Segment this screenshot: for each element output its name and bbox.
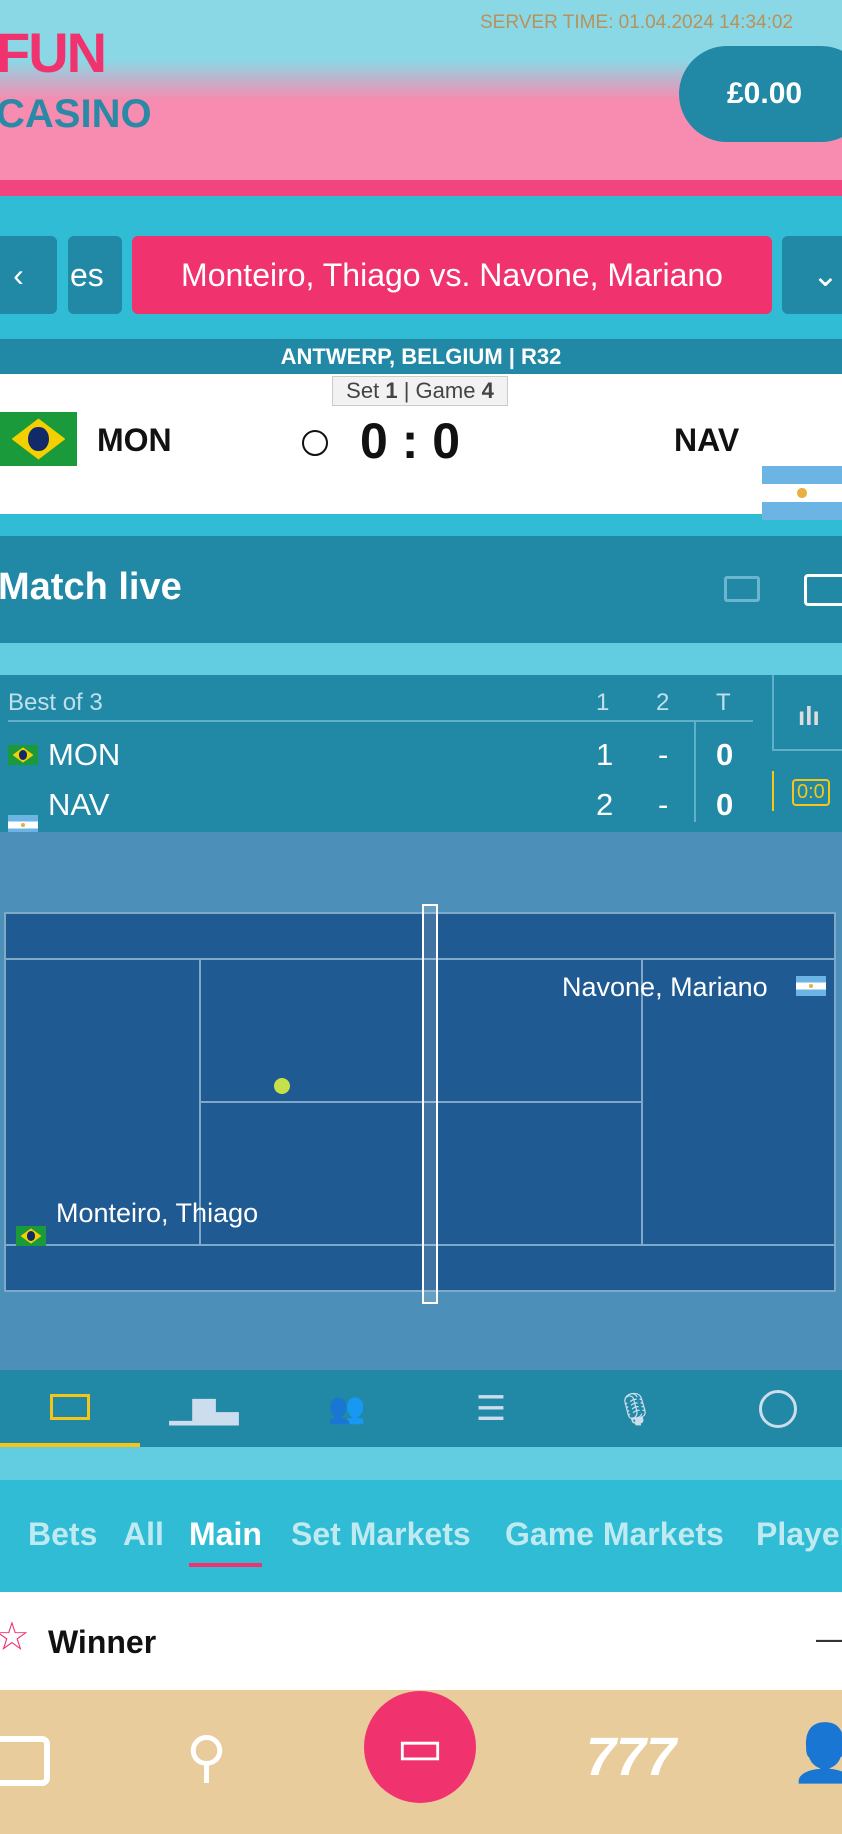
divider [0, 1447, 842, 1480]
home-abbr: MON [97, 422, 172, 458]
set-label: Set [346, 378, 380, 403]
tab-court[interactable] [0, 1370, 140, 1447]
row-total: 0 [716, 787, 734, 822]
tournament-location: ANTWERP, BELGIUM | R32 [0, 339, 842, 374]
market-tab-player[interactable]: Player [756, 1516, 842, 1552]
game-number: 4 [481, 378, 494, 403]
list-icon: ☰ [475, 1389, 507, 1428]
account-icon[interactable]: 👤 [790, 1721, 842, 1784]
row-set2: - [658, 737, 669, 772]
divider [772, 749, 842, 751]
chevron-down-icon: ⌄ [812, 257, 839, 293]
set-number: 1 [385, 378, 398, 403]
stats-icon[interactable]: ılı [798, 701, 820, 731]
home-score: 0 [360, 413, 388, 469]
game-score: 0 : 0 [360, 412, 460, 470]
match-format: Best of 3 [8, 689, 103, 716]
players-icon: 👥 [328, 1392, 366, 1425]
net [422, 904, 438, 1304]
winner-market-header[interactable]: ☆ Winner — [0, 1592, 842, 1690]
away-score: 0 [432, 413, 461, 469]
bottom-nav: ⚲ ▭ 777 👤 [0, 1690, 842, 1834]
match-live-bar: Match live [0, 536, 842, 643]
event-dropdown-button[interactable]: ⌄ [782, 236, 842, 314]
court-icon [50, 1393, 90, 1420]
winner-title: Winner [48, 1624, 157, 1660]
market-tab-all[interactable]: All [123, 1516, 164, 1552]
point-score: 0:0 [792, 779, 830, 806]
monitor-icon[interactable] [724, 576, 760, 602]
star-icon[interactable]: ☆ [0, 1615, 30, 1659]
away-player-label: Navone, Mariano [562, 972, 768, 1002]
event-tab-label: es [70, 256, 104, 293]
col-set1: 1 [596, 689, 610, 716]
logo[interactable]: FUN [0, 21, 107, 84]
center-line [199, 1101, 643, 1103]
bar-chart-icon: ▁▆▃ [169, 1392, 239, 1425]
market-tab-set-markets[interactable]: Set Markets [291, 1516, 471, 1552]
slots-icon[interactable]: 777 [586, 1727, 677, 1787]
tab-lineups[interactable]: 👥 [277, 1370, 417, 1447]
col-set2: 2 [656, 689, 670, 716]
argentina-flag-icon [762, 466, 842, 520]
argentina-flag-icon [8, 815, 38, 835]
event-tab-active[interactable]: Monteiro, Thiago vs. Navone, Mariano [132, 236, 772, 314]
tennis-court: Navone, Mariano Monteiro, Thiago [4, 904, 836, 1304]
argentina-flag-icon [796, 976, 826, 996]
wallet-icon[interactable] [0, 1736, 50, 1786]
search-icon[interactable]: ⚲ [186, 1725, 228, 1788]
scoreboard-header: Set 1 | Game 4 MON 0 : 0 NAV [0, 374, 842, 520]
serve-ball-icon [302, 430, 328, 456]
home-player-label: Monteiro, Thiago [56, 1198, 259, 1228]
card-plus-icon: ▭ [396, 1719, 444, 1775]
sideline [6, 958, 834, 960]
market-tab-main[interactable]: Main [189, 1516, 262, 1567]
market-tabs: Bets All Main Set Markets Game Markets P… [0, 1480, 842, 1592]
header: FUN CASINO SERVER TIME: 01.04.2024 14:34… [0, 0, 842, 196]
set-game-indicator: Set 1 | Game 4 [332, 376, 508, 406]
market-tab-game-markets[interactable]: Game Markets [505, 1516, 724, 1552]
collapse-icon[interactable]: — [816, 1620, 842, 1657]
row-set1: 2 [596, 787, 614, 822]
tab-commentary[interactable]: 🎙 [565, 1370, 705, 1447]
col-total: T [716, 689, 731, 716]
chevron-left-icon: ‹ [13, 256, 24, 293]
brazil-flag-icon [8, 745, 38, 765]
divider [772, 675, 774, 751]
row-total: 0 [716, 737, 734, 772]
away-abbr: NAV [674, 422, 740, 458]
brazil-flag-icon [0, 412, 77, 466]
sideline [6, 1244, 834, 1246]
game-label: Game [415, 378, 476, 403]
tab-sport[interactable] [708, 1370, 842, 1447]
event-selector: ‹ es Monteiro, Thiago vs. Navone, Marian… [0, 196, 842, 339]
court-view-icon[interactable] [804, 574, 842, 606]
divider [8, 720, 753, 722]
view-tabs: ▁▆▃ 👥 ☰ 🎙 [0, 1370, 842, 1447]
event-tab[interactable]: es [68, 236, 122, 314]
tab-table[interactable]: ☰ [421, 1370, 561, 1447]
row-abbr: NAV [48, 787, 110, 822]
tennis-ball-icon [759, 1389, 797, 1428]
tennis-ball-icon [274, 1078, 290, 1094]
divider [772, 771, 774, 811]
betslip-button[interactable]: ▭ [364, 1691, 476, 1803]
brazil-flag-icon [16, 1226, 46, 1246]
row-set1: 1 [596, 737, 614, 772]
tab-stats[interactable]: ▁▆▃ [134, 1370, 274, 1447]
balance-button[interactable]: £0.00 [679, 46, 842, 142]
prev-event-button[interactable]: ‹ [0, 236, 57, 314]
market-tab-bets[interactable]: Bets [28, 1516, 98, 1552]
match-live-title: Match live [0, 566, 182, 608]
divider [694, 722, 696, 822]
court-visualization: Navone, Mariano Monteiro, Thiago [0, 832, 842, 1370]
divider [0, 643, 842, 675]
set-scoreboard: Best of 3 1 2 T ılı MON 1 - 0 NAV 2 - 0 … [0, 675, 842, 835]
score-separator: : [401, 413, 419, 469]
server-time: SERVER TIME: 01.04.2024 14:34:02 [480, 12, 793, 33]
logo-subtitle[interactable]: CASINO [0, 92, 152, 136]
row-abbr: MON [48, 737, 121, 772]
microphone-icon: 🎙 [614, 1390, 656, 1427]
row-set2: - [658, 787, 669, 822]
